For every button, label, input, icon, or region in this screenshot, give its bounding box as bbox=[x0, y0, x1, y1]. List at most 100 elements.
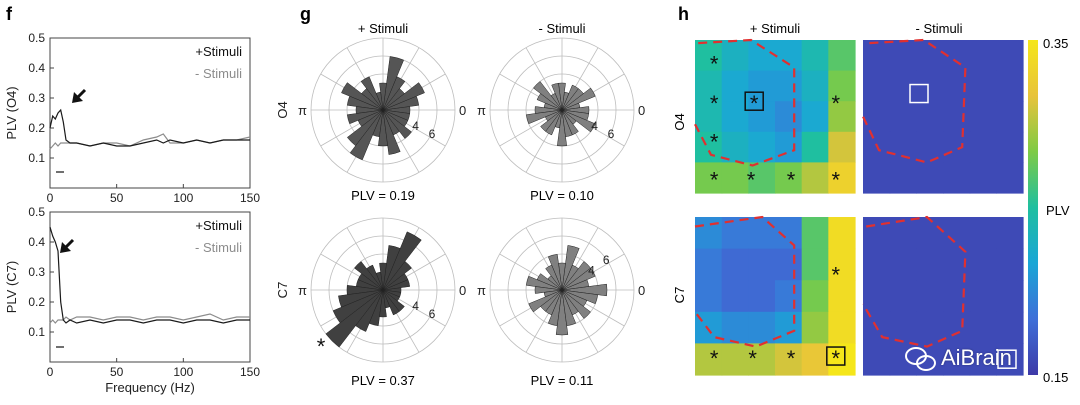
heatmap-cell bbox=[969, 311, 997, 344]
y-tick-label: 0.4 bbox=[28, 61, 45, 75]
polar-bar bbox=[557, 109, 567, 147]
significance-star: * bbox=[748, 346, 757, 371]
polar-bar bbox=[379, 82, 387, 111]
polar-bar bbox=[561, 261, 591, 291]
polar-bar bbox=[325, 289, 384, 348]
heatmap-cell bbox=[863, 70, 891, 102]
heatmap-cell bbox=[801, 311, 829, 344]
heat-col-title-minus: - Stimuli bbox=[916, 21, 963, 36]
polar-histogram-o4-plus: 0 π 46 O4 bbox=[275, 37, 466, 183]
highlight-box bbox=[997, 349, 1017, 369]
watermark-text: AiBrain bbox=[941, 345, 1012, 370]
angle-label-zero: 0 bbox=[459, 103, 466, 118]
y-tick-label: 0.4 bbox=[28, 235, 45, 249]
heatmap-cell bbox=[695, 248, 723, 281]
heatmap-cell bbox=[916, 162, 944, 194]
heatmap-cell bbox=[996, 343, 1024, 376]
dashed-region-outline bbox=[862, 215, 967, 348]
heatmap-cell bbox=[801, 280, 829, 313]
series-line bbox=[49, 108, 250, 147]
heatmap-cell bbox=[863, 162, 891, 194]
polar-bar bbox=[360, 76, 384, 111]
x-tick-label: 150 bbox=[240, 191, 260, 205]
heatmap-cell bbox=[721, 101, 749, 133]
polar-bar bbox=[382, 109, 401, 155]
plv-label-o4-plus: PLV = 0.19 bbox=[351, 188, 415, 203]
significance-star: * bbox=[750, 91, 759, 116]
angle-label-pi: π bbox=[477, 103, 486, 118]
heatmap-cell bbox=[916, 248, 944, 281]
heatmap-cell bbox=[889, 248, 917, 281]
heatmap-cell bbox=[695, 131, 723, 163]
heatmap-cell bbox=[969, 70, 997, 102]
significance-star: * bbox=[710, 91, 719, 116]
dashed-region-outline bbox=[694, 38, 796, 167]
y-tick-label: 0.5 bbox=[28, 205, 45, 219]
polar-bar bbox=[533, 81, 563, 111]
heatmap-cell bbox=[828, 280, 856, 313]
heatmap-cell bbox=[889, 280, 917, 313]
heatmap-cell bbox=[889, 70, 917, 102]
heatmap-cell bbox=[996, 40, 1024, 72]
significance-star: * bbox=[832, 91, 841, 116]
highlight-box bbox=[744, 91, 764, 111]
panel-h: h + Stimuli - Stimuli O4 C7 0.35 0.15 PL… bbox=[672, 4, 1070, 385]
heatmap-cell bbox=[801, 101, 829, 133]
heatmap-cell bbox=[721, 162, 749, 194]
heatmap-cell bbox=[828, 248, 856, 281]
heatmap-cell bbox=[695, 217, 723, 250]
heatmap-cell bbox=[748, 70, 776, 102]
polar-bar bbox=[561, 289, 598, 305]
heatmap-cell bbox=[916, 217, 944, 250]
polar-bar bbox=[379, 289, 387, 318]
heatmap-cell bbox=[775, 280, 803, 313]
y-tick-label: 0.5 bbox=[28, 31, 45, 45]
y-axis-label: PLV (O4) bbox=[4, 86, 19, 139]
radial-tick-label: 6 bbox=[429, 307, 436, 321]
heatmap-cell bbox=[775, 101, 803, 133]
heatmap-cell bbox=[828, 162, 856, 194]
heatmap-cell bbox=[748, 248, 776, 281]
heat-row-label-o4: O4 bbox=[672, 113, 687, 130]
polar-histogram-c7-minus: 0 π 46 bbox=[477, 217, 645, 363]
heatmap-cell bbox=[943, 343, 971, 376]
heatmap-cell bbox=[748, 311, 776, 344]
row-label-o4: O4 bbox=[275, 101, 290, 118]
polar-bar bbox=[382, 109, 411, 121]
heatmap-cell bbox=[916, 101, 944, 133]
heat-row-label-c7: C7 bbox=[672, 287, 687, 304]
polar-histogram-c7-plus: 0 π 46 C7 * bbox=[275, 217, 466, 363]
polar-bar bbox=[382, 56, 404, 111]
heatmap-c7-plus: * * * * * bbox=[694, 215, 856, 376]
heatmap-cell bbox=[863, 343, 891, 376]
heatmap-cell bbox=[828, 70, 856, 102]
heatmap-cell bbox=[695, 40, 723, 72]
x-tick-label: 150 bbox=[240, 365, 260, 379]
significance-star: * bbox=[832, 168, 841, 193]
polar-bar bbox=[341, 82, 384, 111]
dashed-region-outline bbox=[694, 215, 796, 348]
polar-bar bbox=[561, 283, 608, 297]
line-plot-c7: 0.5 0.4 0.3 0.2 0.1 0 50 100 150 PLV (C7) Frequenc… bbox=[4, 205, 260, 395]
heatmap-cell bbox=[748, 162, 776, 194]
y-tick-label: 0.1 bbox=[28, 325, 45, 339]
heatmap-cell bbox=[721, 343, 749, 376]
y-tick-label: 0.3 bbox=[28, 265, 45, 279]
polar-bar bbox=[347, 95, 384, 111]
polar-histogram-o4-minus: 0 π 46 bbox=[477, 37, 645, 183]
radial-tick-label: 6 bbox=[603, 253, 610, 267]
x-tick-label: 0 bbox=[47, 191, 54, 205]
polar-bar bbox=[561, 84, 579, 111]
polar-bar bbox=[561, 289, 591, 319]
significance-star: * bbox=[710, 168, 719, 193]
heatmap-cell bbox=[943, 217, 971, 250]
colorbar-label: PLV bbox=[1046, 203, 1070, 218]
significance-star: * bbox=[710, 129, 719, 154]
heatmap-cell bbox=[721, 280, 749, 313]
heatmap-cell bbox=[889, 101, 917, 133]
polar-bar bbox=[382, 245, 401, 291]
heatmap-cell bbox=[969, 217, 997, 250]
radial-tick-label: 6 bbox=[429, 127, 436, 141]
heatmap-cell bbox=[863, 217, 891, 250]
